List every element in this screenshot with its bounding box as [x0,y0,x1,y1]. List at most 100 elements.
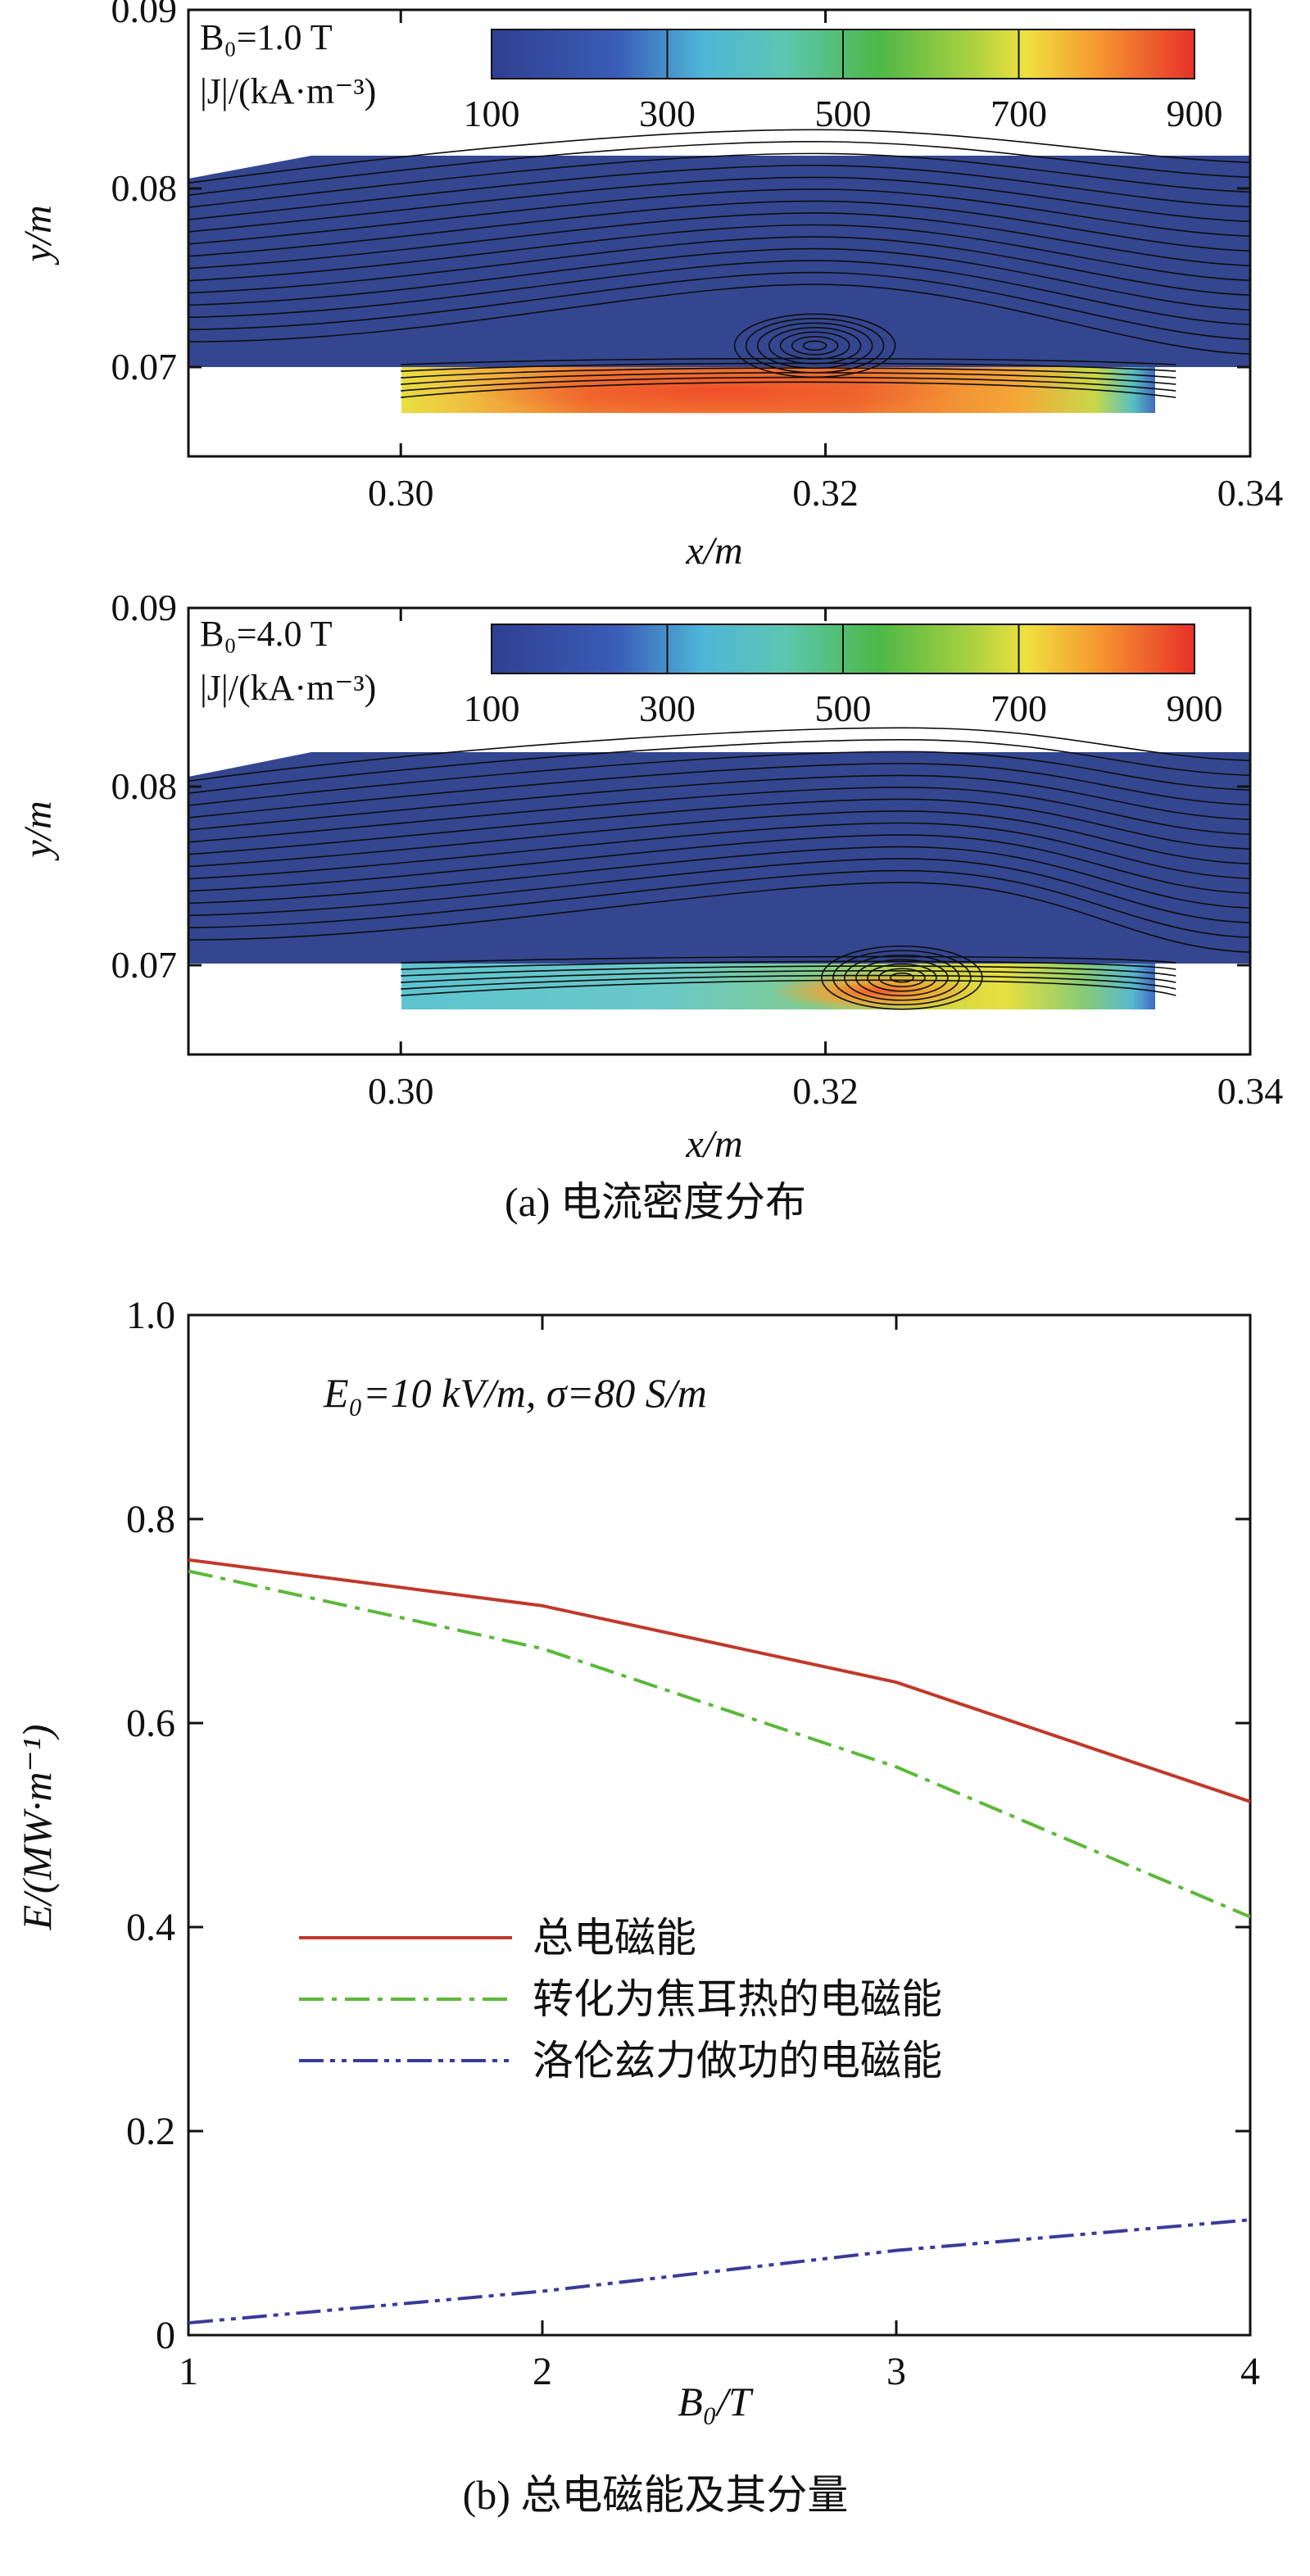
axes: 0.30 0.32 0.34 0.07 0.08 0.09 [111,587,1284,1112]
streamline [188,152,1250,208]
plot-frame [187,606,1252,1056]
streamline [188,283,1250,355]
flow-domain [188,156,1250,413]
vortex [821,945,983,1010]
streamline [188,188,1250,245]
series-lines [188,1558,1251,2325]
streamline [188,774,1250,831]
streamline [188,834,1250,894]
y-tick-label: 0.07 [111,944,178,986]
streamline [401,960,1176,970]
streamline [188,141,1250,197]
streamline [188,236,1250,296]
x-tick-label: 0.32 [792,472,859,514]
streamline [188,787,1250,843]
vortex-ring [855,959,949,997]
energy-line-chart: 1 2 3 4 0 0.2 0.4 0.6 0.8 1.0 总电磁能转化为焦耳热的电磁能洛伦兹力做… [14,1294,1260,2424]
vortex-ring [867,963,937,992]
plot-frame [187,1313,1252,2337]
y-tick-label: 0.08 [111,167,178,209]
colorbar-tick-label: 300 [639,687,696,729]
streamline [188,129,1250,184]
series-line [188,1569,1251,1919]
x-tick-label: 4 [1240,2350,1260,2393]
vortex-ring [878,968,926,988]
streamline [188,739,1250,795]
colorbar-tick-label: 900 [1167,687,1223,729]
x-tick-label: 1 [179,2350,198,2393]
vortex-ring [791,336,839,356]
y-tick-label: 0.4 [126,1906,175,1949]
vortex-ring [768,327,862,365]
streamline [188,869,1250,938]
colorbar-tick-label: 500 [815,687,872,729]
streamline [188,176,1250,233]
streamline [188,224,1250,282]
series-line [188,2218,1251,2325]
x-tick-label: 0.30 [368,472,434,514]
annotation: E₀=10 kV/m, σ=80 S/m [323,1370,707,1416]
y-tick-label: 0.07 [111,346,178,388]
streamline [188,798,1250,855]
streamline [188,212,1250,270]
legend-label: 洛伦兹力做功的电磁能 [533,2038,942,2084]
streamline [188,271,1250,340]
x-tick-label: 0.34 [1217,1070,1284,1112]
streamline [188,858,1250,923]
streamline [401,979,1176,996]
series-line [188,1558,1251,1803]
x-tick-label: 3 [886,2350,906,2393]
x-tick-label: 2 [533,2350,552,2393]
streamline [188,882,1250,953]
field-label: B₀=1.0 T [200,17,333,57]
streamline [188,751,1250,806]
colorbar: 100 300 500 700 900 [464,29,1223,134]
vortex-ring [832,950,972,1006]
vortex-ring [802,340,827,351]
vortex-ring [745,318,885,374]
plot-frame [187,8,1252,458]
axes: 0.30 0.32 0.34 0.07 0.08 0.09 [111,0,1284,514]
colorbar-tick-label: 500 [815,93,872,134]
streamline [401,381,1176,398]
vortex-ring [756,322,873,370]
x-tick-label: 0.32 [792,1070,859,1112]
streamline [188,200,1250,257]
colorbar-label: |J|/(kA·m⁻³) [200,71,376,111]
field-label: B₀=4.0 T [200,614,333,654]
streamline [401,965,1176,977]
current-density-panel-b4: 0.30 0.32 0.34 0.07 0.08 0.09 100 300 500 700 900… [16,587,1283,1166]
y-tick-label: 0.2 [126,2110,175,2153]
vortex-ring [821,945,983,1010]
legend-label: 总电磁能 [533,1915,696,1961]
x-tick-label: 0.34 [1217,472,1284,514]
streamline [188,846,1250,909]
colorbar: 100 300 500 700 900 [464,624,1223,729]
y-axis-label: y/m [16,205,60,265]
x-axis-label: B₀/T [678,2379,754,2424]
streamline [188,810,1250,868]
axes: 1 2 3 4 0 0.2 0.4 0.6 0.8 1.0 [126,1294,1260,2393]
streamline [188,727,1250,782]
colorbar-tick-label: 100 [464,687,520,729]
colorbar-label: |J|/(kA·m⁻³) [200,668,376,708]
colorbar-tick-label: 300 [639,93,696,134]
y-tick-label: 1.0 [126,1294,175,1337]
x-axis-label: x/m [685,529,742,573]
streamline [188,165,1250,220]
y-tick-label: 0 [156,2314,175,2357]
streamline [188,247,1250,311]
vortex-ring [779,331,850,361]
vortex-ring [890,972,914,983]
y-tick-label: 0.8 [126,1498,175,1541]
vortex-ring [733,313,896,379]
y-axis-label: y/m [16,800,60,861]
colorbar-tick-label: 700 [990,93,1047,134]
streamline [188,260,1250,325]
caption-a: (a) 电流密度分布 [505,1179,806,1225]
y-tick-label: 0.08 [111,765,178,807]
colorbar-tick-label: 100 [464,93,520,134]
y-axis-label: E/(MW·m⁻¹) [14,1724,60,1930]
vortex-ring [844,954,960,1001]
